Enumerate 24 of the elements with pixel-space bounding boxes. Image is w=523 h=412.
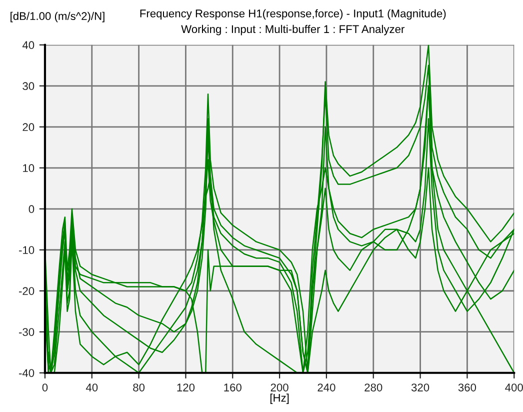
x-tick-label: 200: [270, 384, 288, 392]
x-tick-label: 40: [86, 384, 98, 392]
y-tick-label: 40: [22, 41, 34, 50]
y-axis-title: [dB/1.00 (m/s^2)/N]: [10, 12, 104, 22]
y-tick-label: -30: [18, 328, 34, 336]
y-tick-label: 20: [22, 123, 34, 132]
y-tick-label: -20: [18, 287, 34, 296]
chart-subtitle: Working : Input : Multi-buffer 1 : FFT Analyzer: [181, 24, 404, 36]
x-tick-label: 0: [42, 384, 48, 392]
x-tick-label: 360: [458, 384, 476, 392]
x-tick-label: 320: [411, 384, 430, 392]
x-tick-label: 240: [318, 384, 336, 392]
y-tick-label: -40: [18, 369, 34, 377]
x-axis-title: [Hz]: [270, 394, 289, 404]
x-tick-label: 80: [133, 384, 145, 392]
x-tick-label: 120: [177, 384, 195, 392]
y-tick-label: 30: [22, 82, 34, 90]
x-tick-label: 280: [364, 384, 382, 392]
x-tick-label: 160: [224, 384, 242, 392]
y-tick-label: 0: [28, 205, 34, 214]
chart-title: Frequency Response H1(response,force) - Input1 (Magnitude): [140, 9, 446, 20]
y-tick-label: 10: [23, 164, 34, 172]
x-tick-label: 400: [505, 384, 523, 392]
y-tick-label: -10: [18, 246, 34, 254]
